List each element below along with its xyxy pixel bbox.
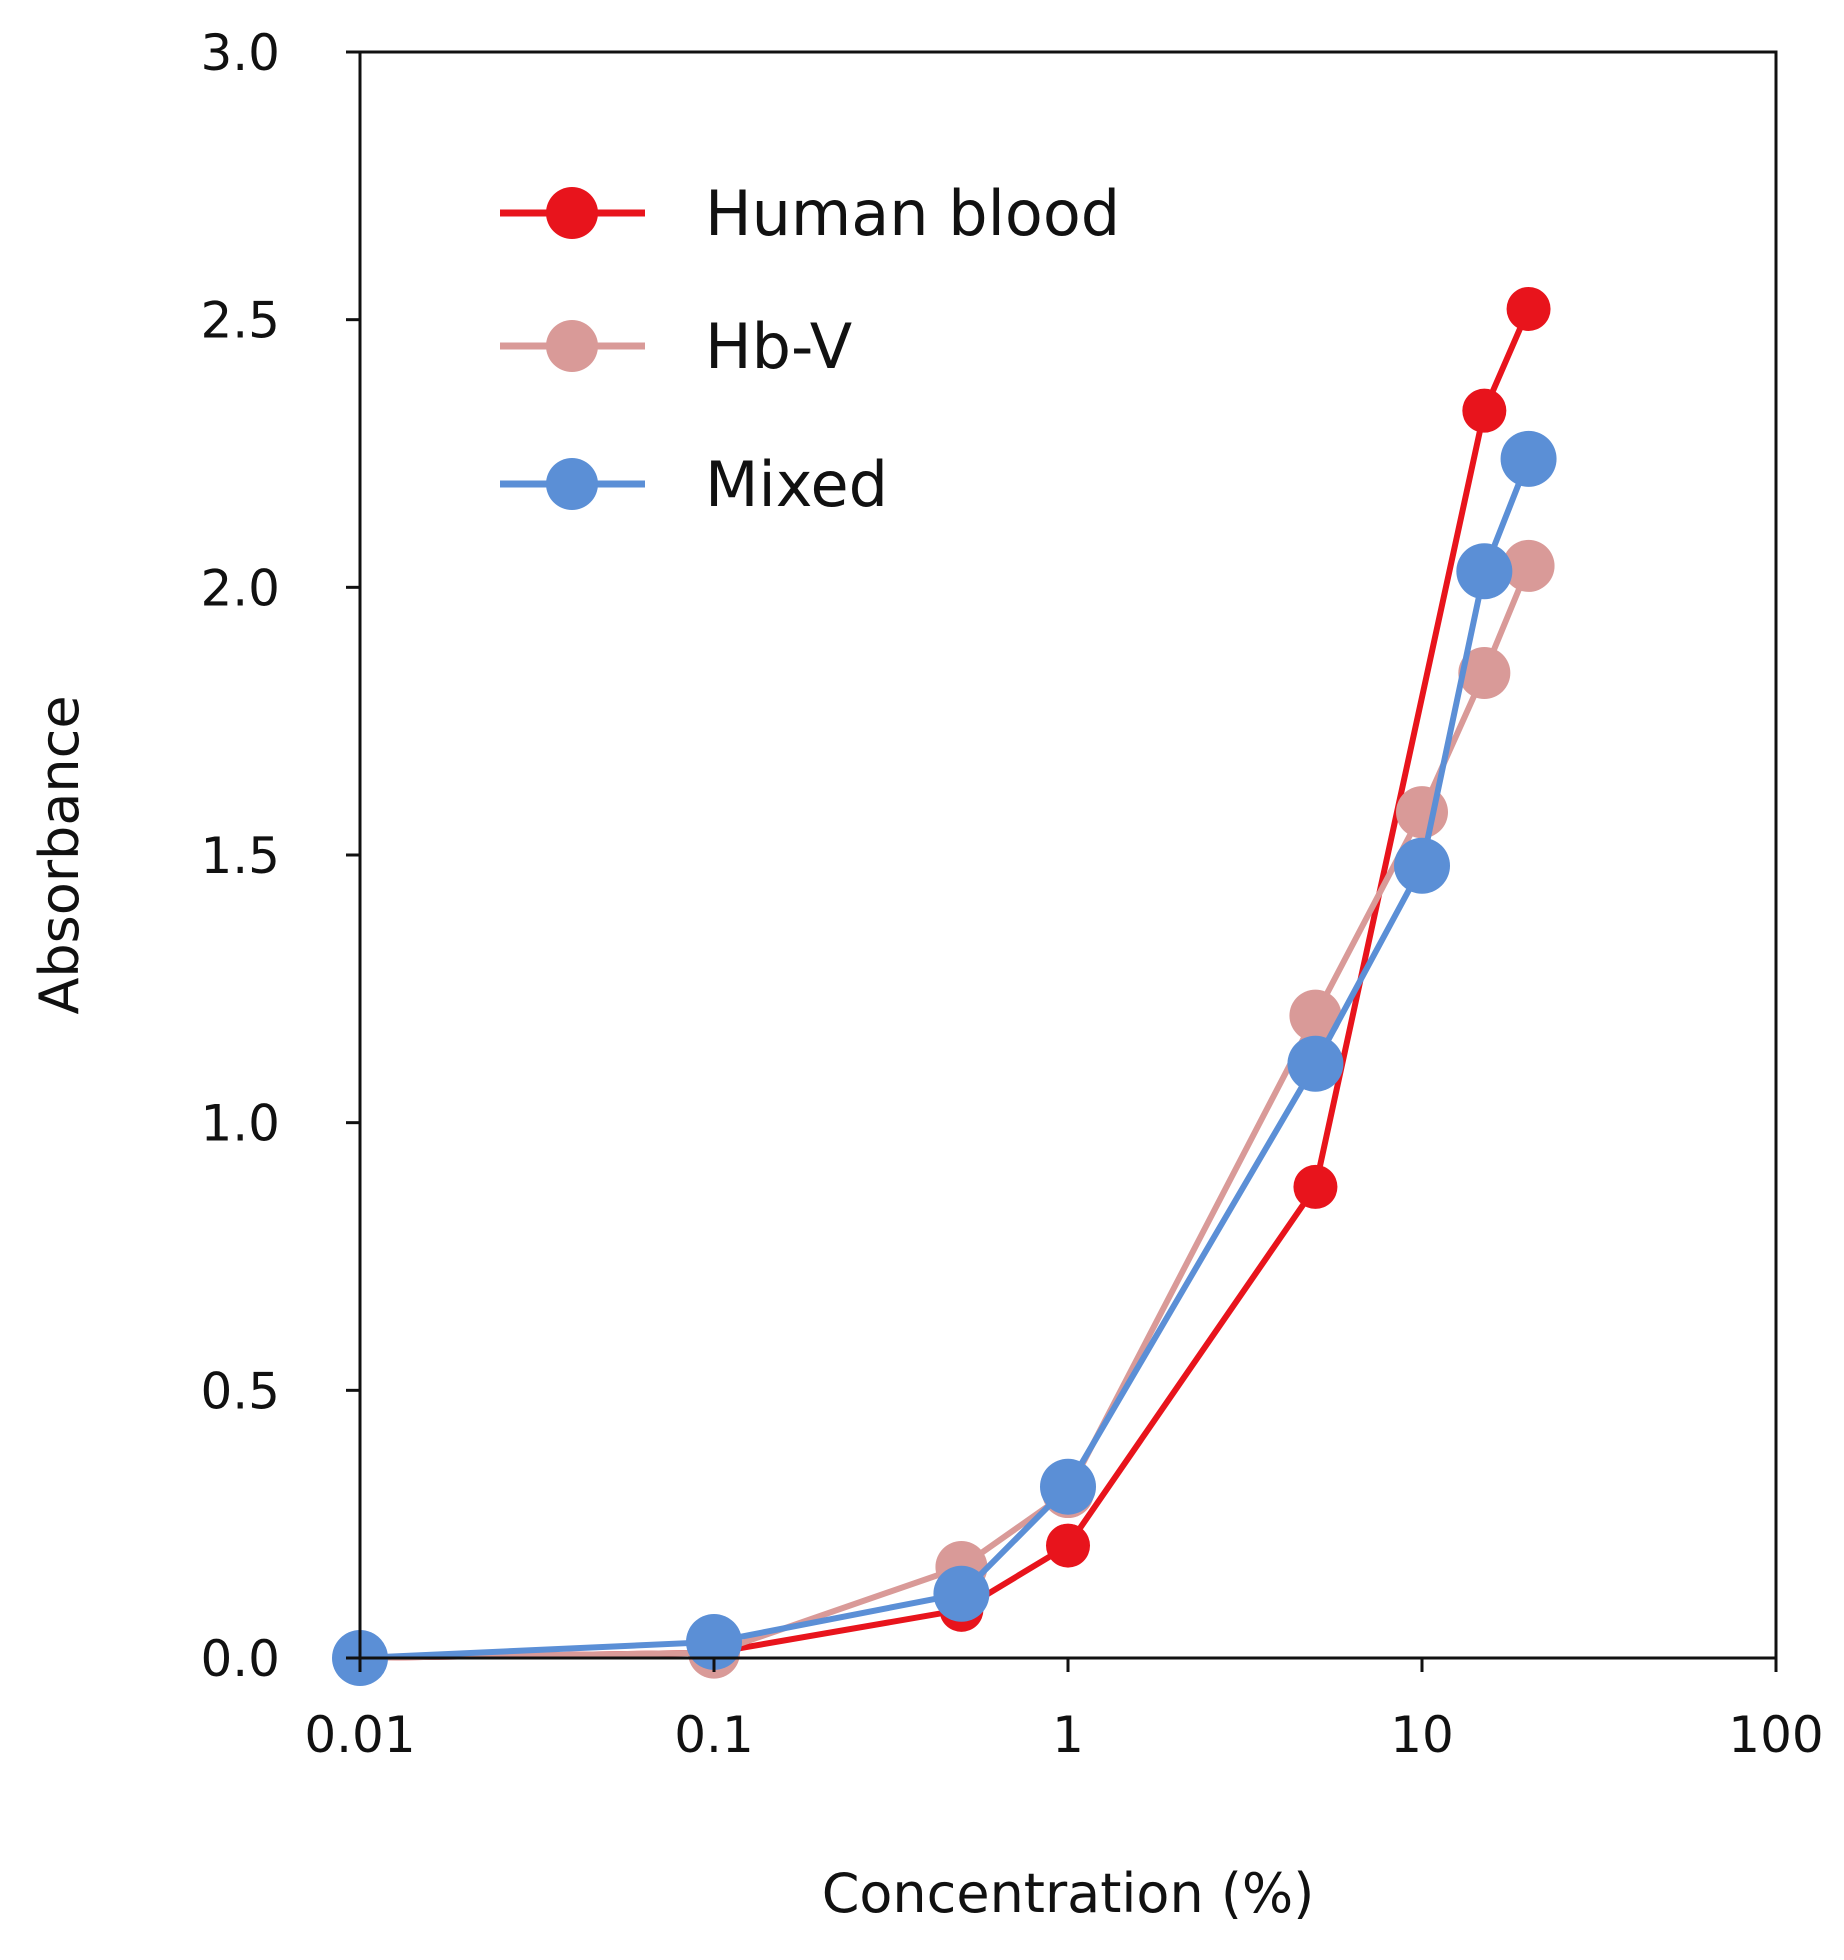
legend-marker-mixed: [546, 458, 598, 510]
series-line-mixed: [359, 457, 1532, 1661]
data-point-hb-v: [1458, 646, 1511, 699]
x-tick-label: 10: [1390, 1706, 1454, 1764]
chart-marks: [332, 286, 1557, 1686]
data-point-mixed: [933, 1565, 990, 1622]
plot-frame: [358, 50, 1778, 1660]
legend-label-mixed: Mixed: [705, 448, 888, 521]
x-axis-ticks: 0.01 0.1 1 10 100: [304, 1658, 1824, 1764]
y-tick-label: 2.0: [200, 559, 280, 617]
data-point-human-blood: [1462, 388, 1507, 433]
data-point-human-blood: [1046, 1523, 1090, 1568]
legend-label-hb-v: Hb-V: [705, 310, 852, 383]
y-tick-label: 0.0: [200, 1630, 280, 1688]
y-axis-title: Absorbance: [28, 695, 91, 1014]
data-point-mixed: [1456, 543, 1513, 600]
data-point-human-blood: [1506, 286, 1551, 331]
data-point-mixed: [1287, 1035, 1344, 1092]
data-point-mixed: [686, 1613, 742, 1670]
data-point-mixed: [1500, 430, 1557, 487]
x-tick-label: 100: [1728, 1706, 1823, 1764]
y-tick-label: 1.5: [200, 827, 280, 885]
x-tick-label: 0.1: [674, 1706, 754, 1764]
x-axis-title: Concentration (%): [822, 1862, 1315, 1925]
data-point-human-blood: [1293, 1164, 1338, 1209]
data-point-hb-v: [1289, 989, 1342, 1042]
data-point-hb-v: [1502, 539, 1555, 592]
legend-label-human-blood: Human blood: [705, 177, 1120, 250]
y-tick-label: 2.5: [200, 292, 280, 350]
legend: Human blood Hb-V Mixed: [500, 177, 1120, 521]
data-point-mixed: [1394, 837, 1450, 894]
data-point-mixed: [1040, 1458, 1096, 1515]
legend-marker-human-blood: [546, 187, 598, 239]
series-line-hb-v: [359, 564, 1532, 1661]
legend-marker-hb-v: [546, 320, 598, 372]
x-tick-label: 0.01: [304, 1706, 415, 1764]
y-tick-label: 3.0: [200, 24, 280, 82]
series-line-human-blood: [359, 307, 1532, 1661]
y-tick-label: 0.5: [200, 1362, 280, 1420]
y-tick-label: 1.0: [200, 1095, 280, 1153]
x-tick-label: 1: [1052, 1706, 1084, 1764]
y-axis-ticks: 0.0 0.5 1.0 1.5 2.0 2.5 3.0: [200, 24, 360, 1688]
